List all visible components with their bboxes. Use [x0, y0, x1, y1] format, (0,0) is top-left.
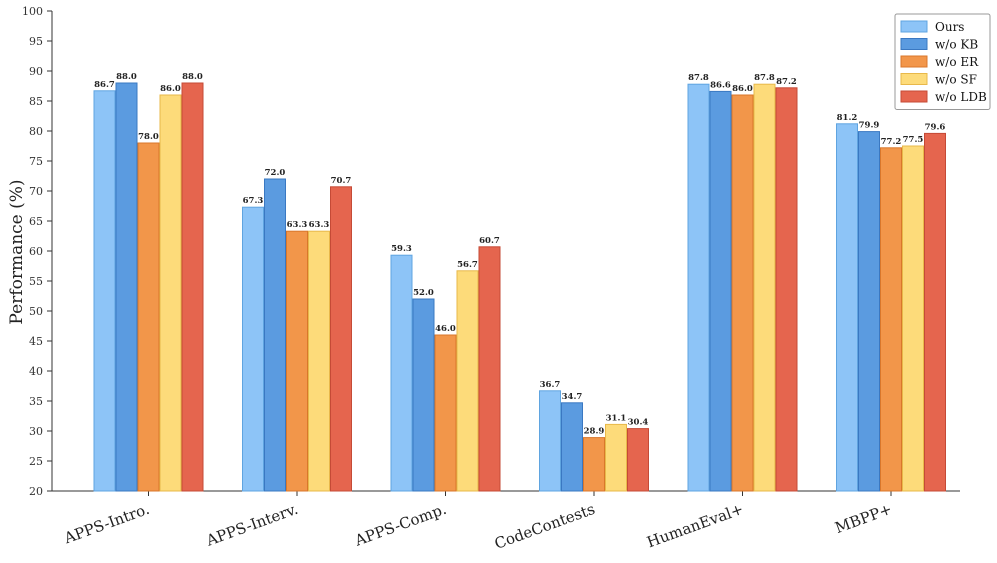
y-tick-label: 35 [29, 395, 43, 408]
y-tick-label: 65 [29, 215, 43, 228]
bar-w-o-sf-2 [456, 270, 479, 492]
bar-ours-5 [836, 123, 858, 492]
y-tick-label: 75 [29, 155, 43, 168]
bar-w-o-er-0 [137, 142, 160, 492]
y-tick-label: 50 [29, 305, 43, 318]
bar-value-label: 59.3 [391, 244, 412, 254]
y-axis-title: Performance (%) [7, 179, 27, 324]
bar-value-label: 86.6 [710, 80, 731, 90]
bar-value-label: 72.0 [265, 168, 286, 178]
legend-swatch[interactable] [900, 38, 928, 50]
bar-value-label: 87.8 [688, 73, 709, 83]
y-tick-label: 40 [29, 365, 43, 378]
bar-ours-3 [539, 390, 561, 492]
bar-w-o-er-4 [731, 94, 754, 492]
legend[interactable]: Ours w/o KB w/o ER w/o SF w/o LDB [894, 13, 991, 110]
bar-value-label: 77.5 [903, 135, 924, 145]
data-labels: 86.788.078.086.088.067.372.063.3 63.370.7… [94, 72, 945, 437]
bar-value-label: 86.0 [160, 84, 181, 94]
bar-w-o-er-1 [286, 230, 308, 492]
bar-ours-1 [242, 206, 264, 492]
bar-w-o-sf-5 [902, 145, 924, 492]
bar-value-label: 88.0 [182, 72, 203, 82]
bar-w-o-er-2 [434, 334, 457, 492]
bar-value-label: 34.7 [562, 392, 583, 402]
bar-value-label: 77.2 [881, 137, 902, 147]
bar-w-o-ldb-4 [775, 87, 798, 492]
bar-w-o-ldb-0 [181, 82, 204, 492]
bar-w-o-sf-0 [159, 94, 182, 492]
legend-swatch[interactable] [900, 90, 928, 103]
y-tick-label: 25 [29, 455, 43, 468]
legend-swatch[interactable] [900, 20, 928, 33]
x-category-label: APPS-Interv. [203, 500, 300, 550]
bar-value-label: 31.1 [606, 413, 627, 423]
x-category-label: HumanEval+ [645, 500, 746, 552]
bar-value-label: 86.7 [94, 80, 115, 90]
legend-label[interactable]: w/o KB [935, 38, 978, 52]
bar-w-o-sf-1 [308, 230, 330, 492]
y-tick-label: 90 [29, 65, 43, 78]
y-tick-label: 20 [29, 485, 43, 498]
bar-w-o-sf-3 [605, 423, 627, 492]
bar-w-o-kb-0 [115, 82, 138, 492]
bar-value-label: 81.2 [837, 113, 858, 123]
bar-value-label: 60.7 [479, 236, 500, 246]
bars [93, 82, 946, 492]
legend-swatch[interactable] [900, 55, 928, 68]
bar-value-label: 36.7 [540, 380, 561, 390]
y-tick-label: 85 [29, 95, 43, 108]
bar-value-label: 79.9 [859, 121, 880, 131]
y-tick-label: 30 [29, 425, 43, 438]
bar-w-o-ldb-1 [330, 186, 352, 492]
bar-w-o-er-5 [880, 147, 902, 492]
legend-frame [894, 13, 991, 110]
bar-value-label: 78.0 [138, 132, 159, 142]
bar-value-label: 28.9 [584, 427, 605, 437]
y-tick-label: 80 [29, 125, 43, 138]
legend-label[interactable]: w/o LDB [935, 90, 987, 104]
y-tick-label: 100 [22, 5, 43, 18]
bar-value-label: 70.7 [331, 176, 352, 186]
bar-value-label: 67.3 [243, 196, 264, 206]
legend-label[interactable]: Ours [935, 20, 964, 34]
bar-value-label: 63.3 [287, 220, 308, 230]
bar-w-o-ldb-2 [478, 246, 501, 492]
bar-value-label: 63.3 [309, 220, 330, 230]
bar-w-o-er-3 [583, 437, 605, 492]
y-tick-label: 45 [29, 335, 43, 348]
legend-swatch[interactable] [900, 73, 928, 85]
x-category-label: APPS-Comp. [352, 500, 449, 550]
bar-value-label: 87.2 [776, 77, 797, 87]
bar-value-label: 30.4 [628, 418, 649, 428]
bar-value-label: 88.0 [116, 72, 137, 82]
bar-value-label: 86.0 [732, 84, 753, 94]
bar-w-o-ldb-3 [627, 428, 649, 492]
bar-value-label: 79.6 [925, 122, 946, 132]
bar-w-o-kb-5 [858, 131, 880, 492]
bar-w-o-kb-3 [561, 402, 583, 492]
bar-value-label: 87.8 [754, 73, 775, 83]
bar-w-o-ldb-5 [924, 132, 946, 492]
y-tick-label: 55 [29, 275, 43, 288]
bar-value-label: 52.0 [413, 288, 434, 298]
y-tick-label: 60 [29, 245, 43, 258]
bar-w-o-kb-4 [709, 90, 732, 492]
bar-ours-0 [93, 90, 116, 492]
legend-label[interactable]: w/o ER [935, 55, 979, 69]
legend-label[interactable]: w/o SF [935, 73, 977, 87]
bar-value-label: 46.0 [435, 324, 456, 334]
x-category-label: CodeContests [492, 500, 597, 553]
x-category-label: MBPP+ [833, 500, 895, 537]
bar-ours-4 [687, 83, 710, 492]
bar-value-label: 56.7 [457, 260, 478, 270]
y-tick-label: 70 [29, 185, 43, 198]
bar-w-o-sf-4 [753, 83, 776, 492]
bar-ours-2 [390, 254, 413, 492]
bar-w-o-kb-2 [412, 298, 435, 492]
y-tick-label: 95 [29, 35, 43, 48]
x-category-label: APPS-Intro. [61, 500, 152, 548]
bar-w-o-kb-1 [264, 178, 286, 492]
